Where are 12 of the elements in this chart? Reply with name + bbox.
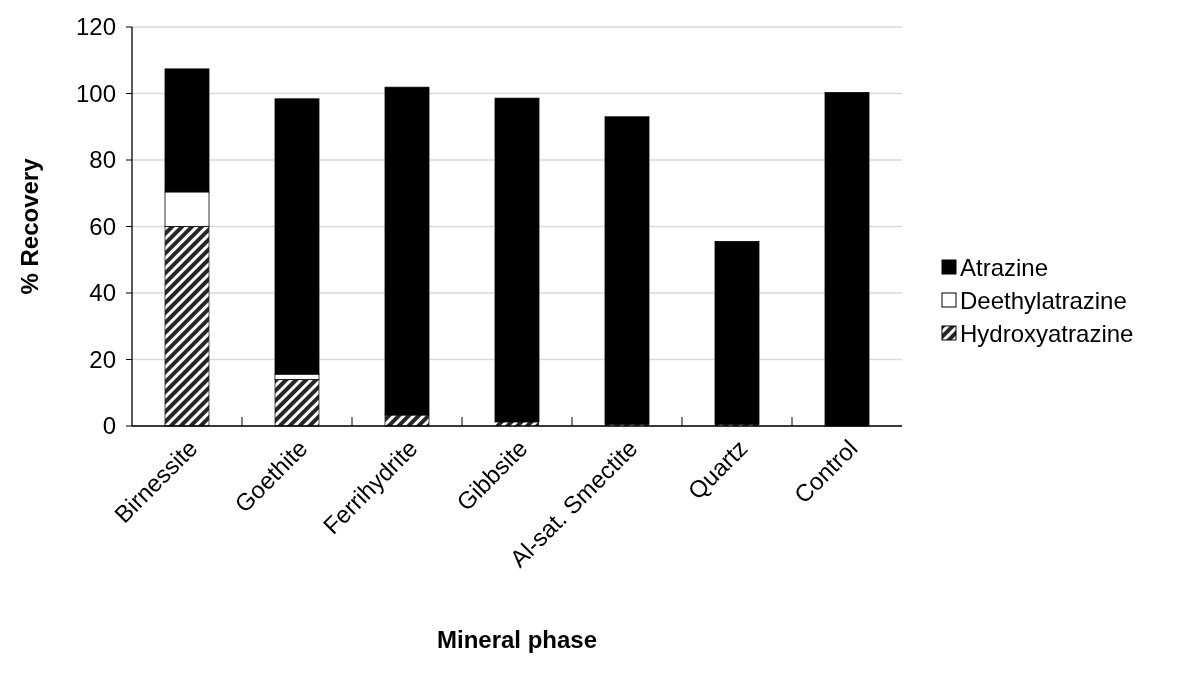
- y-tick-label: 100: [75, 79, 116, 107]
- x-axis-title: Mineral phase: [436, 626, 598, 653]
- y-tick-label: 120: [75, 13, 116, 41]
- y-tick-label: 0: [102, 412, 116, 440]
- y-tick-label: 80: [89, 146, 116, 174]
- legend-label: Deethylatrazine: [960, 287, 1127, 315]
- y-tick-label: 40: [89, 279, 116, 307]
- y-tick-label: 60: [89, 212, 116, 240]
- y-tick-label: 20: [89, 345, 116, 373]
- legend-label: Hydroxyatrazine: [960, 320, 1134, 348]
- y-axis-title: % Recovery: [16, 157, 43, 295]
- legend-label: Atrazine: [960, 254, 1049, 282]
